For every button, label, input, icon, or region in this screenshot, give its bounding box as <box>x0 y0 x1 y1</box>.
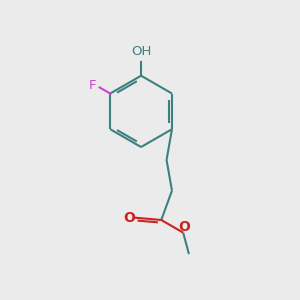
Text: O: O <box>123 211 135 225</box>
Text: F: F <box>88 79 96 92</box>
Text: O: O <box>179 220 190 234</box>
Text: OH: OH <box>131 45 151 58</box>
